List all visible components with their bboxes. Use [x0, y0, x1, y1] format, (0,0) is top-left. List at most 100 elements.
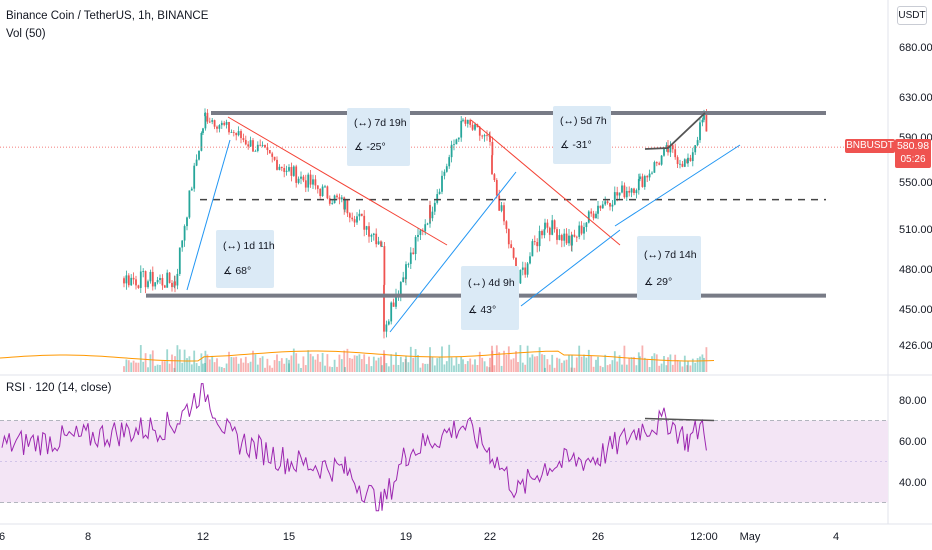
- candle-body: [123, 278, 125, 284]
- volume-bar: [383, 353, 386, 372]
- volume-bar: [687, 361, 689, 372]
- bar-countdown: 05:26: [900, 154, 926, 165]
- volume-bar: [476, 365, 479, 372]
- volume-bar: [380, 356, 382, 372]
- candle-body: [637, 179, 640, 191]
- candle-body: [585, 222, 588, 228]
- time-tick-label: 26: [592, 531, 604, 543]
- candle-body: [171, 282, 173, 288]
- candle-body: [365, 226, 368, 230]
- candle-body: [328, 198, 331, 204]
- volume-bar: [671, 364, 674, 372]
- rsi-tick-label: 60.00: [899, 436, 927, 448]
- candle-body: [655, 162, 658, 164]
- candle-body: [575, 236, 578, 238]
- candle-body: [193, 165, 196, 189]
- candle-body: [280, 166, 283, 168]
- candle-body: [538, 231, 541, 247]
- candle-body: [681, 163, 684, 167]
- volume-bar: [571, 354, 573, 372]
- volume-bar: [368, 356, 370, 372]
- candle-body: [621, 185, 623, 193]
- candle-body: [689, 157, 692, 162]
- volume-bar: [271, 367, 274, 372]
- volume-bar: [316, 354, 319, 372]
- candle-body: [259, 144, 262, 146]
- volume-bar: [168, 363, 171, 372]
- candle-body: [464, 119, 467, 124]
- volume-legend: Vol (50): [6, 28, 46, 40]
- currency-button[interactable]: USDT: [897, 6, 927, 25]
- volume-bar: [438, 357, 441, 372]
- volume-bar: [618, 355, 621, 372]
- candle-body: [491, 141, 494, 156]
- volume-bar: [204, 350, 207, 372]
- volume-bar: [495, 345, 498, 372]
- candle-body: [377, 241, 380, 245]
- volume-bar: [372, 356, 375, 372]
- volume-bar: [553, 367, 556, 372]
- blue-trendline-2: [389, 171, 517, 333]
- volume-bar: [474, 359, 476, 372]
- volume-bar: [464, 364, 467, 372]
- candle-body: [519, 269, 522, 284]
- volume-bar: [646, 359, 649, 372]
- measure-tag-3[interactable]: (↔) 1d 11h ∡ 68°: [216, 230, 275, 288]
- volume-bar: [519, 345, 522, 372]
- volume-bar: [266, 358, 269, 372]
- volume-bar: [592, 366, 595, 372]
- candle-body: [252, 140, 254, 152]
- volume-bar: [273, 360, 276, 372]
- rsi-band: [0, 420, 888, 503]
- candle-body: [703, 112, 705, 120]
- volume-bar: [560, 362, 563, 372]
- tag-time: 4d 9h: [488, 277, 515, 289]
- candle-body: [161, 277, 164, 286]
- measure-tag-4[interactable]: (↔) 4d 9h ∡ 43°: [461, 266, 519, 330]
- candle-body: [230, 132, 233, 134]
- measure-tag-2[interactable]: (↔) 5d 7h ∡ -31°: [553, 106, 611, 164]
- candle-body: [319, 188, 322, 197]
- volume-bar: [538, 347, 541, 372]
- candle-body: [370, 234, 373, 237]
- candle-body: [324, 186, 326, 188]
- volume-bar: [595, 359, 597, 372]
- measure-tag-1[interactable]: (↔) 7d 19h ∡ -25°: [347, 108, 410, 166]
- volume-bar: [176, 345, 179, 372]
- candle-body: [356, 216, 358, 223]
- angle-icon: ∡: [644, 276, 654, 288]
- tag-angle: 43°: [480, 304, 497, 316]
- volume-bar: [154, 365, 157, 372]
- candle-body: [412, 252, 415, 255]
- candle-body: [441, 175, 443, 192]
- candle-body: [344, 200, 346, 210]
- candle-body: [625, 190, 628, 198]
- volume-bar: [392, 364, 395, 372]
- candle-body: [493, 174, 496, 181]
- candle-body: [699, 122, 701, 141]
- candle-body: [268, 150, 271, 154]
- candle-body: [515, 257, 517, 274]
- volume-bar: [249, 361, 252, 372]
- volume-bar: [630, 357, 633, 372]
- measure-tag-5[interactable]: (↔) 7d 14h ∡ 29°: [637, 236, 701, 300]
- volume-bar: [304, 365, 307, 372]
- candle-body: [450, 144, 453, 158]
- volume-bar: [548, 364, 551, 372]
- candle-body: [346, 200, 349, 214]
- volume-bar: [450, 357, 453, 372]
- candle-body: [142, 271, 145, 272]
- candle-body: [578, 225, 581, 237]
- candle-body: [198, 150, 200, 160]
- volume-bar: [340, 359, 343, 372]
- candle-body: [498, 195, 501, 211]
- angle-icon: ∡: [560, 139, 570, 151]
- volume-bar: [142, 361, 145, 372]
- candle-body: [696, 140, 699, 146]
- volume-bar: [512, 358, 515, 372]
- volume-bar: [604, 354, 607, 372]
- candle-body: [288, 167, 290, 168]
- candle-body: [132, 277, 135, 280]
- candle-body: [424, 224, 427, 232]
